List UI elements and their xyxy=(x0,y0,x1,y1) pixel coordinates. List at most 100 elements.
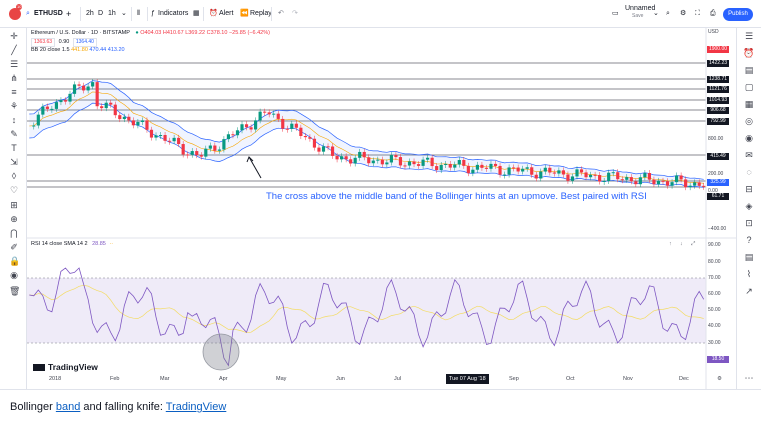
lock-icon[interactable]: 🔒 xyxy=(9,256,21,266)
bid-ask-legend: 1363.63 0.90 1364.40 xyxy=(31,38,99,47)
settings-icon[interactable]: ⚙ xyxy=(680,10,687,17)
trendline-icon[interactable]: ╱ xyxy=(11,45,17,55)
help-icon[interactable]: ? xyxy=(746,235,752,245)
alerts-panel-icon[interactable]: ⏰ xyxy=(743,48,755,58)
candle-body xyxy=(557,170,561,174)
prediction-icon[interactable]: ⇲ xyxy=(10,157,18,167)
rsi-lines xyxy=(29,267,705,367)
candle-body xyxy=(367,157,371,164)
chart-type-icon[interactable]: ⫴ xyxy=(137,10,140,17)
interval-1h-button[interactable]: 1h xyxy=(108,10,116,17)
caption-prefix: Bollinger xyxy=(10,401,56,413)
price-level-label: 1900.00 xyxy=(707,46,729,53)
ideas-icon[interactable]: ◎ xyxy=(745,116,753,126)
candle-body xyxy=(448,163,452,168)
calendar-icon[interactable]: ▦ xyxy=(744,99,754,109)
candle-body xyxy=(702,185,706,187)
alert-icon[interactable]: ⏰ xyxy=(209,10,218,17)
chart-annotation-text[interactable]: The cross above the middle band of the B… xyxy=(266,191,647,202)
replay-icon[interactable]: ⏪ xyxy=(240,10,249,17)
candle-body xyxy=(625,177,629,180)
interval-button[interactable]: 2h xyxy=(86,10,94,17)
object-tree-icon[interactable]: ▤ xyxy=(744,65,754,75)
tradingview-logo[interactable]: TradingView xyxy=(33,362,98,372)
screener-icon[interactable]: ⊟ xyxy=(745,184,753,194)
ruler-icon[interactable]: ↕ xyxy=(11,115,17,125)
chart-trend-icon[interactable]: ↗ xyxy=(745,286,753,296)
replay-button[interactable]: Replay xyxy=(250,10,272,17)
ask-price[interactable]: 1364.40 xyxy=(72,38,97,47)
crosshair-icon[interactable]: ✛ xyxy=(10,31,18,41)
interval-d-button[interactable]: D xyxy=(98,10,104,17)
search-icon[interactable]: ⌕ xyxy=(666,10,670,17)
candle-body xyxy=(453,164,457,168)
icons-tool-icon[interactable]: ♡ xyxy=(9,185,19,195)
trading-panel-icon[interactable]: ⌇ xyxy=(746,269,752,279)
horizontal-line-icon[interactable]: ☰ xyxy=(9,59,19,69)
candle-body xyxy=(204,148,208,157)
shapes-icon[interactable]: ◊ xyxy=(11,171,17,181)
pane-maximize-icon[interactable]: ⤢ xyxy=(691,241,696,247)
pattern-icon[interactable]: ⚘ xyxy=(9,101,19,111)
more-icon[interactable]: ⋯ xyxy=(744,373,754,383)
band-link[interactable]: band xyxy=(55,401,81,413)
bb-legend[interactable]: BB 20 close 1.5 441.80 470.44 413.20 xyxy=(31,47,125,53)
pane-up-icon[interactable]: ↑ xyxy=(669,241,672,247)
stay-drawing-icon[interactable]: ✐ xyxy=(10,242,18,252)
layout-name[interactable]: Unnamed xyxy=(625,5,656,12)
magnet-icon[interactable]: ⋂ xyxy=(10,228,18,238)
rsi-legend[interactable]: RSI 14 close SMA 14 2 28.85 ·· xyxy=(31,241,113,247)
templates-icon[interactable]: ▦ xyxy=(193,10,200,17)
alert-button[interactable]: Alert xyxy=(219,10,234,17)
bid-price[interactable]: 1363.63 xyxy=(31,38,56,47)
bb-lower: 413.20 xyxy=(107,47,125,53)
pane-down-icon[interactable]: ↓ xyxy=(680,241,683,247)
candle-body xyxy=(498,165,502,175)
hide-drawings-icon[interactable]: ◉ xyxy=(10,270,18,280)
messages-icon[interactable]: ✉ xyxy=(745,150,753,160)
price-axis-currency[interactable]: USD xyxy=(708,29,719,35)
brush-icon[interactable]: ✎ xyxy=(10,129,18,139)
candle-body xyxy=(100,106,104,109)
pine-editor-icon[interactable]: ◈ xyxy=(745,201,753,211)
chart-settings-icon[interactable]: ⚙ xyxy=(717,376,722,382)
fib-retracement-icon[interactable]: ≡ xyxy=(11,87,17,97)
symbol-search-button[interactable]: ETHUSD xyxy=(34,10,63,17)
measure-icon[interactable]: ⊞ xyxy=(10,200,18,210)
candle-body xyxy=(136,121,140,126)
market-status-icon: ● xyxy=(135,30,139,36)
text-tool-icon[interactable]: T xyxy=(11,143,17,153)
price-chart[interactable] xyxy=(27,28,736,390)
pitchfork-icon[interactable]: ⋔ xyxy=(10,73,18,83)
candle-body xyxy=(371,160,375,164)
layout-dropdown-icon[interactable]: ⌄ xyxy=(653,10,659,17)
trash-icon[interactable]: 🗑 xyxy=(9,286,21,296)
interval-dropdown-icon[interactable]: ⌄ xyxy=(121,10,127,17)
zoom-icon[interactable]: ⊕ xyxy=(10,214,18,224)
layout-icon[interactable]: ▭ xyxy=(612,10,619,17)
snapshot-icon[interactable]: ⎙ xyxy=(710,10,716,17)
add-symbol-icon[interactable]: + xyxy=(66,9,72,19)
indicators-icon[interactable]: ƒ xyxy=(151,10,155,17)
data-window-icon[interactable]: ▤ xyxy=(744,252,754,262)
candle-body xyxy=(584,172,588,178)
ohlc-change: −25.85 (−6.42%) xyxy=(228,30,270,36)
fullscreen-icon[interactable]: ⛶ xyxy=(695,10,700,17)
streams-icon[interactable]: ◉ xyxy=(745,133,753,143)
symbol-search-icon[interactable]: ⌕ xyxy=(26,10,30,17)
candle-body xyxy=(502,174,507,176)
undo-icon[interactable]: ↶ xyxy=(278,10,284,17)
chat-icon[interactable]: ▢ xyxy=(744,82,754,92)
time-axis-tick: Nov xyxy=(623,376,633,382)
rsi-pane xyxy=(27,237,736,344)
tradingview-link[interactable]: TradingView xyxy=(165,401,227,413)
hotlist-icon[interactable]: ⊡ xyxy=(745,218,753,228)
redo-icon[interactable]: ↷ xyxy=(292,10,298,17)
watchlist-icon[interactable]: ☰ xyxy=(744,31,754,41)
publish-button[interactable]: Publish xyxy=(723,8,753,21)
notifications-icon[interactable]: ◌ xyxy=(746,167,752,177)
symbol-legend[interactable]: Ethereum / U.S. Dollar · 1D · BITSTAMP ●… xyxy=(31,30,270,36)
indicators-button[interactable]: Indicators xyxy=(158,10,189,17)
user-avatar[interactable] xyxy=(9,8,21,20)
candle-body xyxy=(299,127,303,136)
